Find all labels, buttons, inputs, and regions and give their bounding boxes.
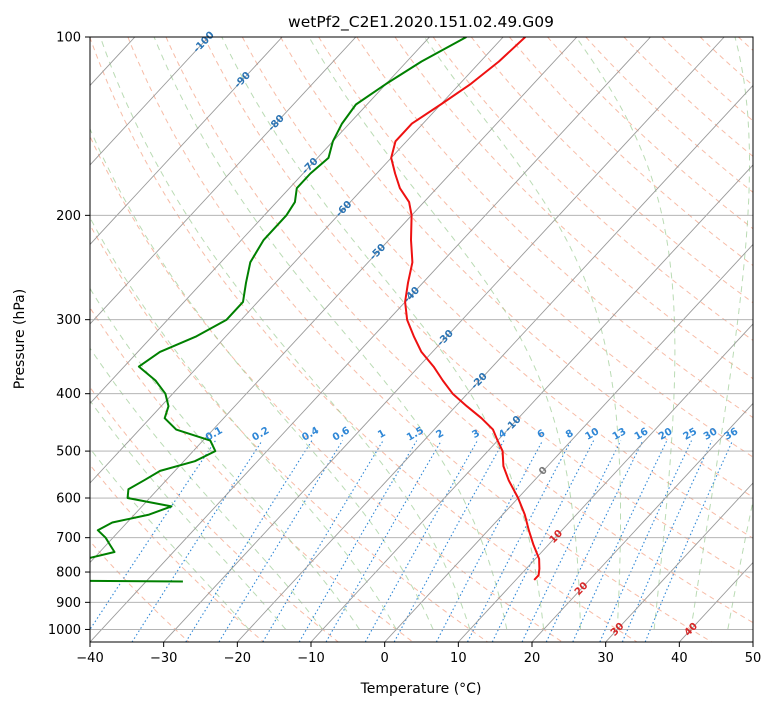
mixing-ratio-line (90, 440, 216, 631)
mixing-ratio-label: 1 (376, 428, 388, 441)
moist-adiabat (90, 447, 250, 630)
moist-adiabat (99, 37, 471, 630)
x-tick-label: −30 (150, 651, 177, 666)
dry-adiabat (241, 37, 753, 539)
mixing-ratio-label: 4 (497, 428, 509, 441)
x-tick-label: −40 (76, 651, 103, 666)
y-tick-label: 400 (56, 387, 81, 402)
moist-adiabat (90, 347, 323, 630)
moist-adiabat (690, 37, 750, 630)
mixing-ratio-line (364, 440, 478, 642)
isotherm (605, 482, 753, 642)
chart-title: wetPf2_C2E1.2020.151.02.49.G09 (288, 13, 554, 32)
isotherm (531, 402, 753, 642)
mixing-ratio-line (599, 440, 692, 642)
isotherm (163, 37, 725, 642)
y-tick-label: 800 (56, 566, 81, 581)
dewpoint-profile (90, 37, 467, 559)
moist-adiabat (153, 37, 508, 630)
mixing-ratio-line (644, 440, 734, 642)
moist-adiabat (308, 37, 581, 630)
isotherm (90, 37, 283, 246)
y-tick-label: 900 (56, 596, 81, 611)
y-tick-label: 1000 (48, 623, 81, 638)
x-tick-label: 20 (524, 651, 541, 666)
x-axis-ticks: −40 −30 −20 −10 0 10 20 30 40 50 (76, 642, 761, 666)
mixing-ratio-label: 6 (536, 428, 548, 441)
dry-adiabat (623, 37, 753, 157)
mixing-ratio-label: 2 (434, 428, 446, 441)
moist-adiabat (575, 37, 676, 630)
temperature-profile (390, 37, 541, 581)
isotherm (90, 37, 578, 564)
mixing-ratio-line (491, 440, 595, 642)
moist-adiabat (221, 37, 545, 630)
x-tick-label: 10 (450, 651, 467, 666)
plot-frame (89, 36, 754, 643)
isotherm (90, 37, 504, 484)
dry-adiabat (509, 37, 753, 267)
dry-adiabat (394, 37, 753, 380)
x-tick-label: 30 (597, 651, 614, 666)
y-axis-label: Pressure (hPa) (12, 289, 28, 389)
isotherm (458, 323, 753, 642)
mixing-ratio-label: 3 (470, 428, 482, 441)
x-tick-label: 50 (745, 651, 762, 666)
y-tick-label: 300 (56, 313, 81, 328)
x-tick-label: 40 (671, 651, 688, 666)
isotherm (237, 84, 753, 642)
moist-adiabat (90, 216, 397, 630)
mixing-ratio-line (185, 440, 313, 642)
x-tick-label: 0 (381, 651, 389, 666)
dry-adiabat (90, 37, 638, 642)
isotherm (90, 37, 430, 405)
dry-adiabat (127, 37, 712, 642)
isotherm (90, 37, 357, 325)
grid-lines (90, 37, 753, 642)
mixing-ratio-label: 8 (564, 428, 576, 441)
moist-adiabat (90, 399, 287, 630)
mixing-ratio-line (393, 440, 505, 642)
moist-adiabat (90, 287, 360, 630)
mixing-ratio-line (298, 440, 418, 642)
moist-adiabat (90, 127, 434, 630)
x-axis-label: Temperature (°C) (360, 681, 482, 697)
dewpoint-profile (90, 579, 183, 583)
background-lines (90, 37, 753, 642)
mixing-ratio-line (521, 440, 622, 642)
y-tick-label: 200 (56, 209, 81, 224)
mixing-ratio-line (262, 440, 384, 642)
dry-adiabat (432, 37, 753, 342)
mixing-ratio-line (325, 440, 442, 642)
isotherm (310, 164, 753, 642)
x-tick-label: −10 (297, 651, 324, 666)
isotherm (90, 37, 651, 642)
mixing-ratio-line (621, 440, 713, 642)
dry-adiabat (90, 135, 563, 642)
dry-adiabat (203, 37, 753, 581)
y-tick-label: 700 (56, 531, 81, 546)
y-tick-label: 500 (56, 445, 81, 460)
profile-series (90, 37, 541, 583)
isotherm (90, 37, 209, 166)
dry-adiabat (165, 37, 753, 624)
mixing-ratio-line (218, 440, 344, 642)
dry-adiabat (90, 386, 339, 642)
x-tick-label: −20 (224, 651, 251, 666)
y-axis-ticks: 100 200 300 400 500 600 700 800 900 1000 (48, 31, 90, 638)
y-tick-label: 600 (56, 492, 81, 507)
dry-adiabat (280, 37, 753, 498)
isotherm (384, 243, 753, 642)
y-tick-label: 100 (56, 31, 81, 46)
mixing-ratio-line (131, 440, 263, 642)
